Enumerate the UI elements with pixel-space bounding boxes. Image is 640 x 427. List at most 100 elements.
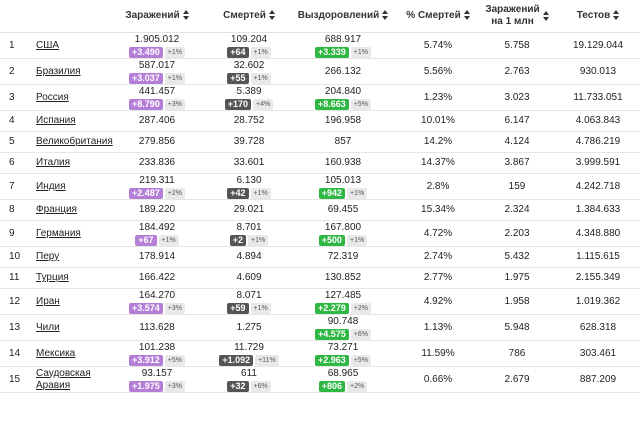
cases-pct-badge: +5%: [164, 354, 185, 366]
recovered-pct-badge: +1%: [350, 46, 371, 58]
recovered-value: 167.800: [324, 221, 362, 233]
header-country: [24, 0, 104, 33]
country-link[interactable]: Иран: [36, 295, 60, 307]
death-pct-cell: 5.74%: [398, 32, 478, 59]
country-link[interactable]: Саудовская Аравия: [36, 367, 91, 391]
recovered-pct-badge: +1%: [347, 187, 368, 199]
country-cell: Испания: [24, 110, 104, 132]
header-deaths[interactable]: Смертей: [210, 0, 288, 33]
cases-pct-badge: +1%: [158, 234, 179, 246]
cases-change: +3.912 +5%: [106, 354, 208, 366]
cases-value: 279.856: [138, 136, 176, 147]
deaths-pct-badge: +1%: [250, 46, 271, 58]
sort-arrows-icon[interactable]: [268, 10, 275, 21]
sort-arrows-icon[interactable]: [613, 10, 620, 21]
cases-change: +3.490 +1%: [106, 46, 208, 58]
per-million-cell: 5.758: [478, 32, 556, 59]
country-link[interactable]: Германия: [36, 227, 81, 239]
sort-arrows-icon[interactable]: [463, 10, 470, 21]
tests-cell: 11.733.051: [556, 84, 640, 111]
header-deaths-label: Смертей: [223, 10, 266, 21]
table-row: 10 Перу 178.914 4.894 72.319 2.74% 5.432 1.115.…: [0, 246, 640, 268]
per-million-cell: 1.975: [478, 267, 556, 289]
deaths-change: +64 +1%: [212, 46, 286, 58]
recovered-value: 196.958: [324, 115, 362, 126]
deaths-delta-badge: +64: [227, 46, 249, 58]
country-link[interactable]: Мексика: [36, 347, 76, 359]
header-recovered-label: Выздоровлений: [297, 10, 380, 21]
tests-cell: 2.155.349: [556, 267, 640, 289]
cases-cell: 113.628: [104, 314, 210, 341]
deaths-cell: 32.602 +55 +1%: [210, 58, 288, 85]
recovered-delta-badge: +8.663: [315, 98, 349, 110]
country-link[interactable]: Перу: [36, 251, 60, 262]
deaths-value: 33.601: [233, 157, 265, 168]
country-link[interactable]: Турция: [36, 272, 69, 283]
recovered-cell: 857: [288, 131, 398, 153]
cases-delta-badge: +67: [135, 234, 157, 246]
cases-value: 178.914: [138, 251, 176, 262]
country-link[interactable]: Великобритания: [36, 136, 113, 147]
table-row: 12 Иран 164.270 +3.574 +3% 8.071 +59 +1% 127.485…: [0, 288, 640, 315]
header-death-pct-label: % Смертей: [406, 10, 461, 21]
country-cell: Чили: [24, 314, 104, 341]
sort-arrows-icon[interactable]: [382, 10, 389, 21]
table-row: 1 США 1.905.012 +3.490 +1% 109.204 +64 +1% 688.9…: [0, 32, 640, 59]
deaths-cell: 611 +32 +6%: [210, 366, 288, 393]
cases-pct-badge: +1%: [164, 46, 185, 58]
death-pct-cell: 0.66%: [398, 366, 478, 393]
rank-cell: 12: [0, 288, 24, 315]
country-link[interactable]: США: [36, 39, 60, 51]
cases-pct-badge: +3%: [164, 98, 185, 110]
cases-cell: 279.856: [104, 131, 210, 153]
per-million-cell: 3.023: [478, 84, 556, 111]
sort-arrows-icon[interactable]: [182, 10, 189, 21]
cases-change: +1.975 +3%: [106, 380, 208, 392]
cases-cell: 287.406: [104, 110, 210, 132]
cases-value: 164.270: [138, 289, 176, 301]
recovered-cell: 130.852: [288, 267, 398, 289]
country-link[interactable]: Россия: [36, 91, 69, 103]
deaths-delta-badge: +170: [224, 98, 252, 110]
header-recovered[interactable]: Выздоровлений: [288, 0, 398, 33]
cases-pct-badge: +1%: [164, 72, 185, 84]
recovered-change: +2.279 +2%: [290, 302, 396, 314]
tests-cell: 303.461: [556, 340, 640, 367]
header-cases[interactable]: Заражений: [104, 0, 210, 33]
header-tests[interactable]: Тестов: [556, 0, 640, 33]
recovered-change: +3.339 +1%: [290, 46, 396, 58]
deaths-delta-badge: +59: [227, 302, 249, 314]
table-row: 5 Великобритания 279.856 39.728 857 14.2% 4.12…: [0, 131, 640, 153]
country-link[interactable]: Индия: [36, 180, 66, 192]
tests-cell: 19.129.044: [556, 32, 640, 59]
header-tests-label: Тестов: [576, 10, 611, 21]
recovered-cell: 73.271 +2.963 +5%: [288, 340, 398, 367]
recovered-change: +2.963 +5%: [290, 354, 396, 366]
cases-value: 1.905.012: [134, 33, 180, 45]
deaths-change: +42 +1%: [212, 187, 286, 199]
cases-pct-badge: +3%: [164, 302, 185, 314]
deaths-change: +59 +1%: [212, 302, 286, 314]
cases-value: 166.422: [138, 272, 176, 283]
table-row: 8 Франция 189.220 29.021 69.455 15.34% 2.324 1.…: [0, 199, 640, 221]
death-pct-cell: 5.56%: [398, 58, 478, 85]
table-row: 2 Бразилия 587.017 +3.037 +1% 32.602 +55 +1% 266…: [0, 58, 640, 85]
table-row: 13 Чили 113.628 1.275 90.748 +4.575 +6% 1.13% 5.…: [0, 314, 640, 341]
sort-arrows-icon[interactable]: [542, 11, 549, 21]
country-link[interactable]: Чили: [36, 321, 60, 333]
recovered-value: 130.852: [324, 272, 362, 283]
country-link[interactable]: Испания: [36, 115, 76, 126]
rank-cell: 13: [0, 314, 24, 341]
header-death-pct[interactable]: % Смертей: [398, 0, 478, 33]
header-per-million[interactable]: Заражений на 1 млн: [478, 0, 556, 33]
per-million-cell: 2.763: [478, 58, 556, 85]
per-million-cell: 2.679: [478, 366, 556, 393]
country-link[interactable]: Франция: [36, 204, 77, 215]
country-link[interactable]: Италия: [36, 157, 71, 168]
death-pct-cell: 11.59%: [398, 340, 478, 367]
country-link[interactable]: Бразилия: [36, 65, 81, 77]
rank-cell: 6: [0, 152, 24, 174]
tests-cell: 4.242.718: [556, 173, 640, 200]
recovered-value: 688.917: [324, 33, 362, 45]
cases-cell: 101.238 +3.912 +5%: [104, 340, 210, 367]
